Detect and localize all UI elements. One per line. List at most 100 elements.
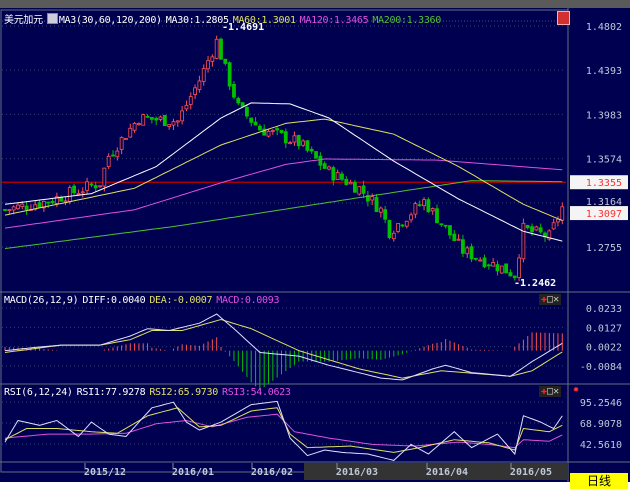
macd-panel-controls: ✚□✕ (539, 294, 562, 305)
close-icon[interactable]: ✕ (553, 294, 560, 305)
macd-axis-label: 0.0127 (586, 323, 622, 334)
indicator-icon[interactable] (46, 13, 58, 24)
maximize-icon[interactable]: □ (547, 386, 554, 397)
candle (206, 60, 210, 70)
candle (517, 257, 521, 278)
ma30-line (4, 102, 563, 242)
candle (7, 209, 12, 212)
maximize-icon[interactable]: □ (547, 294, 554, 305)
candle (556, 218, 560, 223)
candle (495, 264, 500, 272)
candle (236, 98, 241, 104)
candle (335, 172, 340, 180)
candle (486, 264, 491, 267)
candle (80, 191, 85, 194)
candle (538, 227, 543, 233)
date-axis-label: 2016/03 (336, 467, 378, 478)
close-icon[interactable]: ✕ (553, 386, 560, 397)
price-axis-label: 1.3164 (586, 197, 622, 208)
last-price-value: 1.3097 (586, 209, 622, 220)
candle (210, 56, 215, 62)
candle (422, 199, 426, 207)
date-axis-label: 2015/12 (84, 467, 126, 478)
candle (98, 185, 102, 188)
price-axis-label: 1.3574 (586, 155, 622, 166)
candle (193, 87, 197, 95)
candle (132, 123, 137, 131)
candle (283, 131, 288, 144)
add-icon[interactable]: ✚ (541, 294, 548, 305)
reference-price-tag (570, 175, 628, 190)
candle (37, 202, 42, 208)
rsi2-value: RSI2:65.9730 (149, 387, 218, 398)
rsi1-value: RSI1:77.9278 (76, 387, 146, 398)
candle (245, 107, 249, 117)
candle (365, 195, 370, 202)
timeframe-daily-button[interactable]: 日线 (570, 473, 628, 489)
candle (391, 232, 396, 240)
candle (232, 83, 236, 98)
candle (102, 167, 107, 187)
candle (322, 163, 327, 169)
candle (443, 224, 448, 227)
rsi-axis-label: 42.5610 (580, 440, 622, 451)
candle (270, 130, 275, 132)
ma60-value: MA60:1.3001 (232, 15, 296, 26)
candle (106, 155, 111, 167)
chart-canvas[interactable]: 1.4802 1.4393 1.3983 1.3574 1.3164 1.2755 0.02… (0, 8, 630, 482)
candle (378, 207, 383, 213)
candle (89, 183, 94, 186)
candle (197, 80, 202, 91)
ma-label: MA3(30,60,120,200) (58, 15, 162, 26)
candle (115, 150, 120, 158)
candle (383, 209, 388, 220)
macd-header: MACD(26,12,9) DIFF:0.0040 DEA:-0.0007 MACD:… (4, 295, 283, 306)
date-range-highlight (304, 463, 568, 480)
rsi1-line (4, 400, 563, 461)
candle (314, 151, 318, 159)
candle (525, 225, 530, 229)
main-header: 美元加元 MA3(30,60,120,200) MA30:1.2805 MA60:1.… (4, 11, 445, 26)
macd-axis-label: 0.0233 (586, 304, 622, 315)
candle (473, 257, 478, 260)
macd-label: MACD(26,12,9) (4, 295, 79, 306)
candle (521, 222, 526, 260)
candle (249, 117, 254, 123)
candle (404, 220, 409, 227)
candle (240, 102, 245, 107)
candle (560, 206, 565, 221)
candle (400, 224, 405, 227)
candle (67, 187, 72, 203)
candle (253, 121, 258, 126)
candle (413, 203, 418, 215)
candle (461, 239, 465, 254)
candle (59, 197, 64, 202)
candle (387, 220, 392, 239)
exit-icon[interactable] (557, 11, 570, 25)
settings-icon[interactable]: ✹ (573, 384, 580, 395)
candle (448, 225, 452, 236)
candle (374, 197, 379, 213)
candle (275, 128, 280, 131)
candle (435, 208, 439, 224)
candle (128, 127, 133, 138)
candle (154, 117, 159, 121)
candle (46, 201, 51, 204)
candle (50, 200, 55, 204)
candle (145, 115, 150, 118)
candle (93, 185, 98, 189)
chart-area[interactable]: 1.4802 1.4393 1.3983 1.3574 1.3164 1.2755 0.02… (0, 8, 630, 489)
candle (396, 223, 401, 232)
macd-dea-line (4, 318, 563, 379)
candle (340, 173, 344, 180)
high-price-label: -1.4691 (222, 22, 264, 33)
candle (180, 110, 185, 122)
candle (85, 181, 89, 191)
add-icon[interactable]: ✚ (541, 386, 548, 397)
candle (266, 131, 271, 137)
candle (331, 167, 336, 181)
candle (124, 138, 128, 140)
candle (309, 148, 314, 152)
candle (149, 117, 154, 120)
